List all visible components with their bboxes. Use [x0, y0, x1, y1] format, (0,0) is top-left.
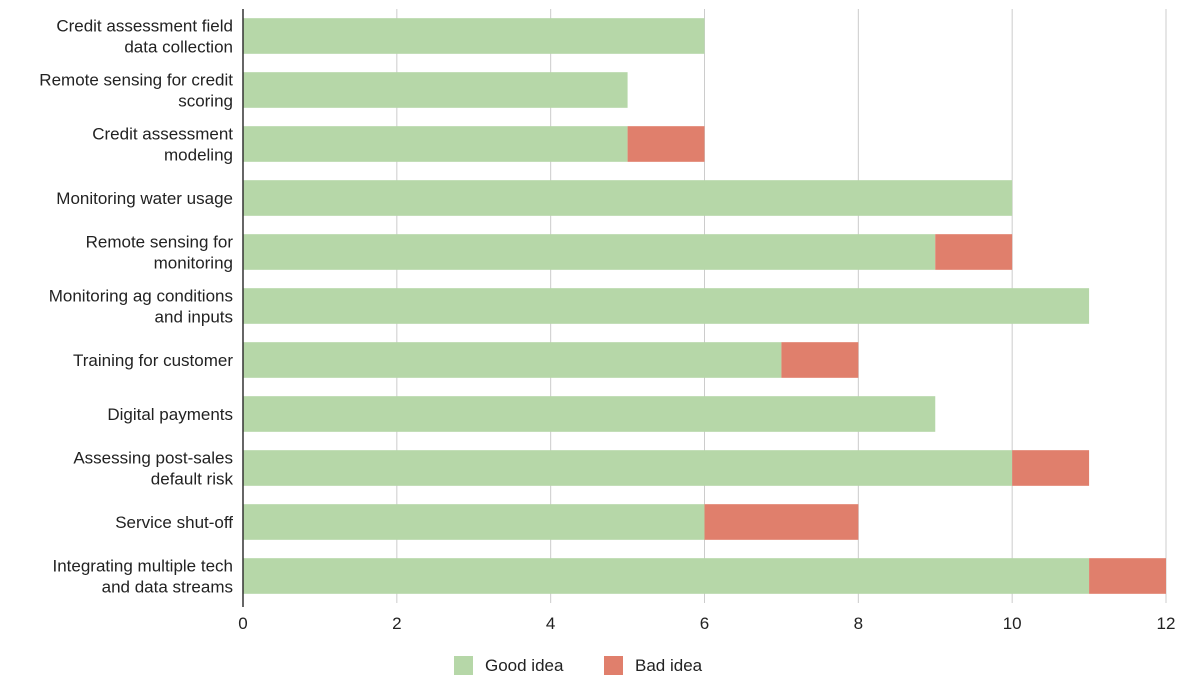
category-label-line: monitoring	[154, 254, 233, 273]
bar-good-idea	[243, 342, 782, 378]
category-label: Assessing post-sales default risk	[73, 449, 233, 489]
category-label-line: Credit assessment	[92, 125, 233, 144]
category-labels: Credit assessment field data collection Re…	[39, 17, 233, 597]
legend-label: Good idea	[485, 656, 564, 675]
x-tick-label: 8	[854, 614, 863, 633]
category-label-line: Remote sensing for	[86, 233, 234, 252]
category-label-line: Training for customer	[73, 351, 233, 370]
x-tick-labels: 0 2 4 6 8 10 12	[238, 614, 1175, 633]
x-tick-label: 6	[700, 614, 709, 633]
category-label: Credit assessment modeling	[92, 125, 233, 165]
x-tick-label: 4	[546, 614, 555, 633]
category-label: Integrating multiple tech and data stream…	[53, 557, 234, 597]
category-label-line: default risk	[151, 470, 234, 489]
bar-good-idea	[243, 18, 705, 54]
x-tick-label: 2	[392, 614, 401, 633]
category-label: Credit assessment field data collection	[56, 17, 233, 57]
bar-good-idea	[243, 126, 628, 162]
bar-bad-idea	[627, 126, 705, 162]
category-label-line: Credit assessment field	[56, 17, 233, 36]
category-label-line: and inputs	[155, 308, 233, 327]
category-label-line: Assessing post-sales	[73, 449, 233, 468]
bar-bad-idea	[1012, 450, 1090, 486]
bar-good-idea	[243, 450, 1013, 486]
category-label: Service shut-off	[115, 513, 233, 532]
bar-good-idea	[243, 234, 936, 270]
category-label-line: modeling	[164, 146, 233, 165]
legend-item-bad-idea: Bad idea	[604, 656, 703, 675]
category-label-line: Monitoring water usage	[56, 189, 233, 208]
category-label-line: Monitoring ag conditions	[49, 287, 233, 306]
x-tick-label: 10	[1003, 614, 1022, 633]
category-label-line: Service shut-off	[115, 513, 233, 532]
bar-bad-idea	[935, 234, 1013, 270]
legend-swatch	[604, 656, 623, 675]
bar-good-idea	[243, 558, 1090, 594]
bar-bad-idea	[1089, 558, 1166, 594]
bar-good-idea	[243, 396, 936, 432]
category-label: Remote sensing for credit scoring	[39, 71, 233, 111]
bar-good-idea	[243, 504, 705, 540]
bar-good-idea	[243, 180, 1013, 216]
category-label: Monitoring water usage	[56, 189, 233, 208]
category-label-line: Digital payments	[107, 405, 233, 424]
category-label: Remote sensing for monitoring	[86, 233, 234, 273]
category-label-line: Remote sensing for credit	[39, 71, 233, 90]
category-label: Digital payments	[107, 405, 233, 424]
legend-swatch	[454, 656, 473, 675]
legend-label: Bad idea	[635, 656, 703, 675]
bar-bad-idea	[704, 504, 859, 540]
category-label-line: data collection	[124, 38, 233, 57]
category-label: Monitoring ag conditions and inputs	[49, 287, 233, 327]
x-tick-label: 0	[238, 614, 247, 633]
bar-good-idea	[243, 288, 1090, 324]
category-label: Training for customer	[73, 351, 233, 370]
category-label-line: Integrating multiple tech	[53, 557, 234, 576]
bar-good-idea	[243, 72, 628, 108]
legend-item-good-idea: Good idea	[454, 656, 564, 675]
category-label-line: scoring	[178, 92, 233, 111]
bar-bad-idea	[781, 342, 859, 378]
category-label-line: and data streams	[102, 578, 233, 597]
legend: Good idea Bad idea	[454, 656, 703, 675]
bars	[243, 18, 1166, 594]
x-tick-label: 12	[1157, 614, 1176, 633]
